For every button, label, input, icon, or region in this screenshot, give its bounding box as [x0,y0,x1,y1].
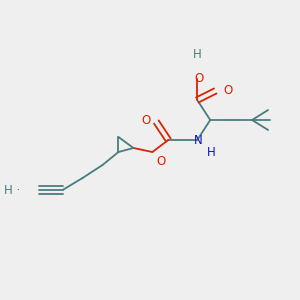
Text: O: O [141,115,150,128]
Text: H ·: H · [4,184,21,196]
Text: H: H [207,146,216,160]
Text: N: N [194,134,203,146]
Text: O: O [195,73,204,85]
Text: H: H [193,48,202,61]
Text: O: O [223,83,232,97]
Text: O: O [156,155,166,168]
